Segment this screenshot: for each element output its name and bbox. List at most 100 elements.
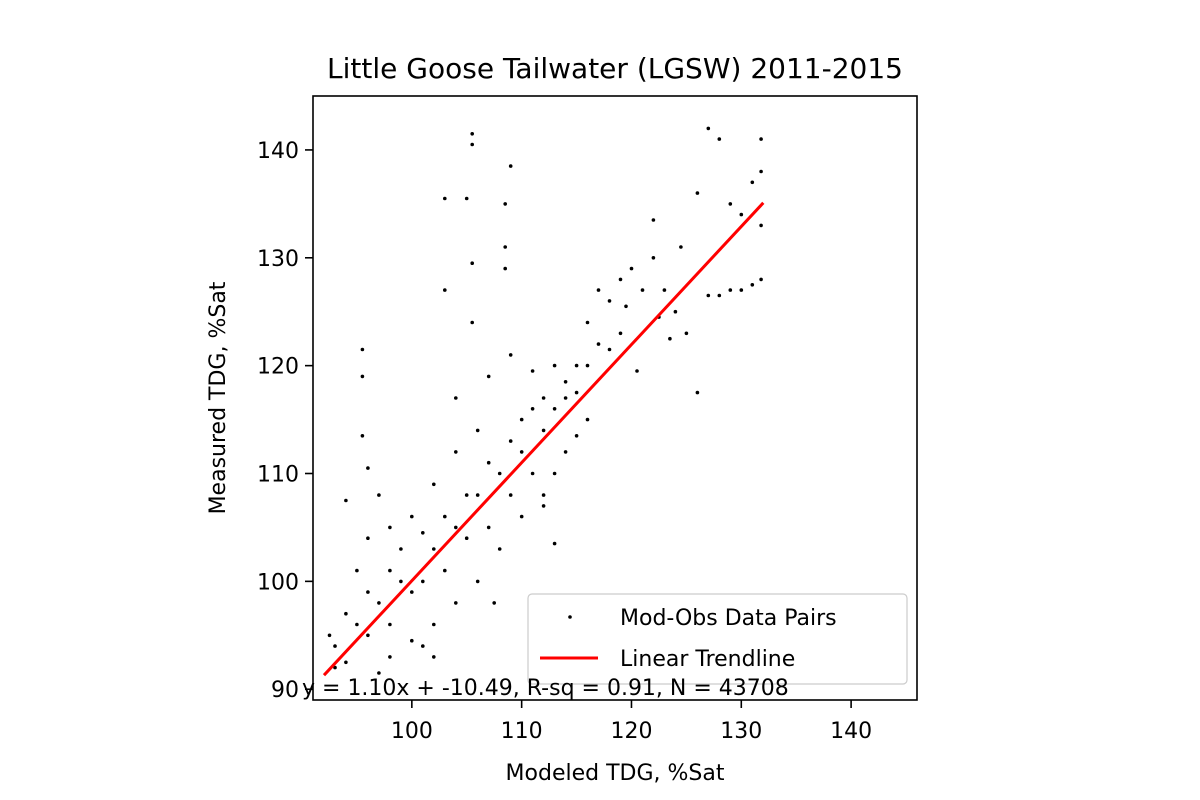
data-point bbox=[366, 633, 370, 638]
data-point bbox=[519, 450, 524, 454]
data-point bbox=[668, 336, 672, 341]
data-point bbox=[421, 579, 425, 584]
data-point bbox=[399, 547, 403, 551]
legend: Mod-Obs Data Pairs Linear Trendline bbox=[527, 593, 908, 685]
data-point bbox=[684, 331, 689, 336]
data-point bbox=[497, 471, 502, 476]
data-point bbox=[333, 665, 337, 670]
data-point bbox=[503, 245, 508, 249]
data-point bbox=[759, 169, 763, 174]
data-point bbox=[640, 288, 645, 292]
data-point bbox=[585, 320, 590, 325]
data-point bbox=[344, 660, 348, 665]
legend-label-trendline: Linear Trendline bbox=[620, 647, 795, 672]
data-point bbox=[519, 417, 524, 422]
data-point bbox=[728, 202, 733, 206]
data-point bbox=[454, 525, 458, 530]
x-tick-label: 110 bbox=[501, 719, 543, 744]
data-point bbox=[662, 288, 667, 292]
data-point bbox=[410, 590, 414, 594]
data-point bbox=[679, 245, 683, 249]
data-point bbox=[759, 277, 763, 282]
data-point bbox=[421, 531, 425, 535]
legend-frame bbox=[527, 593, 908, 685]
data-point bbox=[541, 504, 546, 508]
data-point bbox=[695, 390, 700, 395]
data-point bbox=[717, 293, 722, 298]
data-point bbox=[432, 655, 436, 659]
data-point bbox=[344, 498, 348, 503]
data-point bbox=[497, 547, 502, 551]
data-point bbox=[530, 407, 535, 411]
legend-marker-points bbox=[568, 615, 572, 619]
data-point bbox=[574, 390, 579, 395]
y-axis-ticks: 90 100 110 120 130 140 bbox=[257, 139, 313, 703]
data-point bbox=[596, 342, 601, 346]
chart-title: Little Goose Tailwater (LGSW) 2011-2015 bbox=[327, 52, 903, 85]
data-point bbox=[607, 299, 612, 303]
data-point bbox=[750, 180, 755, 185]
y-tick-label: 100 bbox=[257, 570, 299, 595]
data-point bbox=[377, 601, 381, 605]
data-point bbox=[388, 568, 392, 573]
data-point bbox=[552, 407, 557, 411]
data-point bbox=[454, 396, 458, 400]
data-point bbox=[635, 369, 639, 373]
data-point bbox=[344, 611, 348, 616]
y-tick-label: 110 bbox=[257, 463, 299, 488]
y-axis-label: Measured TDG, %Sat bbox=[206, 281, 231, 514]
data-points bbox=[327, 126, 763, 675]
data-point bbox=[739, 212, 744, 217]
data-point bbox=[651, 218, 656, 222]
y-tick-label: 90 bbox=[271, 678, 299, 703]
data-point bbox=[475, 493, 480, 497]
data-point bbox=[563, 380, 568, 384]
data-point bbox=[443, 568, 447, 573]
y-tick-label: 120 bbox=[257, 355, 299, 380]
data-point bbox=[470, 320, 475, 325]
data-point bbox=[333, 644, 337, 648]
data-point bbox=[596, 288, 601, 292]
data-point bbox=[475, 579, 480, 584]
data-point bbox=[750, 283, 755, 287]
data-point bbox=[530, 471, 535, 476]
data-point bbox=[563, 450, 568, 454]
data-point bbox=[552, 363, 557, 368]
x-axis-ticks: 100 110 120 130 140 bbox=[391, 700, 872, 744]
data-point bbox=[486, 525, 491, 530]
data-point bbox=[360, 374, 365, 379]
data-point bbox=[327, 633, 332, 638]
data-point bbox=[421, 644, 425, 648]
data-point bbox=[377, 493, 381, 497]
data-point bbox=[541, 428, 546, 433]
y-tick-label: 130 bbox=[257, 247, 299, 272]
data-point bbox=[475, 428, 480, 433]
data-point bbox=[759, 223, 763, 228]
data-point bbox=[454, 601, 458, 605]
data-point bbox=[464, 493, 469, 497]
data-point bbox=[443, 288, 447, 292]
data-point bbox=[695, 191, 700, 195]
data-point bbox=[454, 450, 458, 454]
data-point bbox=[574, 363, 579, 368]
data-point bbox=[530, 369, 535, 373]
data-point bbox=[552, 471, 557, 476]
data-point bbox=[486, 374, 491, 379]
data-point bbox=[366, 466, 370, 470]
data-point bbox=[432, 547, 436, 551]
data-point bbox=[366, 536, 370, 540]
legend-label-points: Mod-Obs Data Pairs bbox=[620, 606, 837, 631]
data-point bbox=[759, 137, 763, 141]
data-point bbox=[629, 266, 634, 271]
data-point bbox=[717, 137, 722, 141]
data-point bbox=[470, 261, 475, 266]
data-point bbox=[355, 622, 359, 627]
trendline bbox=[322, 201, 765, 677]
data-point bbox=[706, 126, 711, 131]
data-point bbox=[464, 536, 469, 540]
data-point bbox=[508, 493, 513, 497]
data-point bbox=[563, 396, 568, 400]
y-tick-label: 140 bbox=[257, 139, 299, 164]
data-point bbox=[470, 142, 475, 147]
